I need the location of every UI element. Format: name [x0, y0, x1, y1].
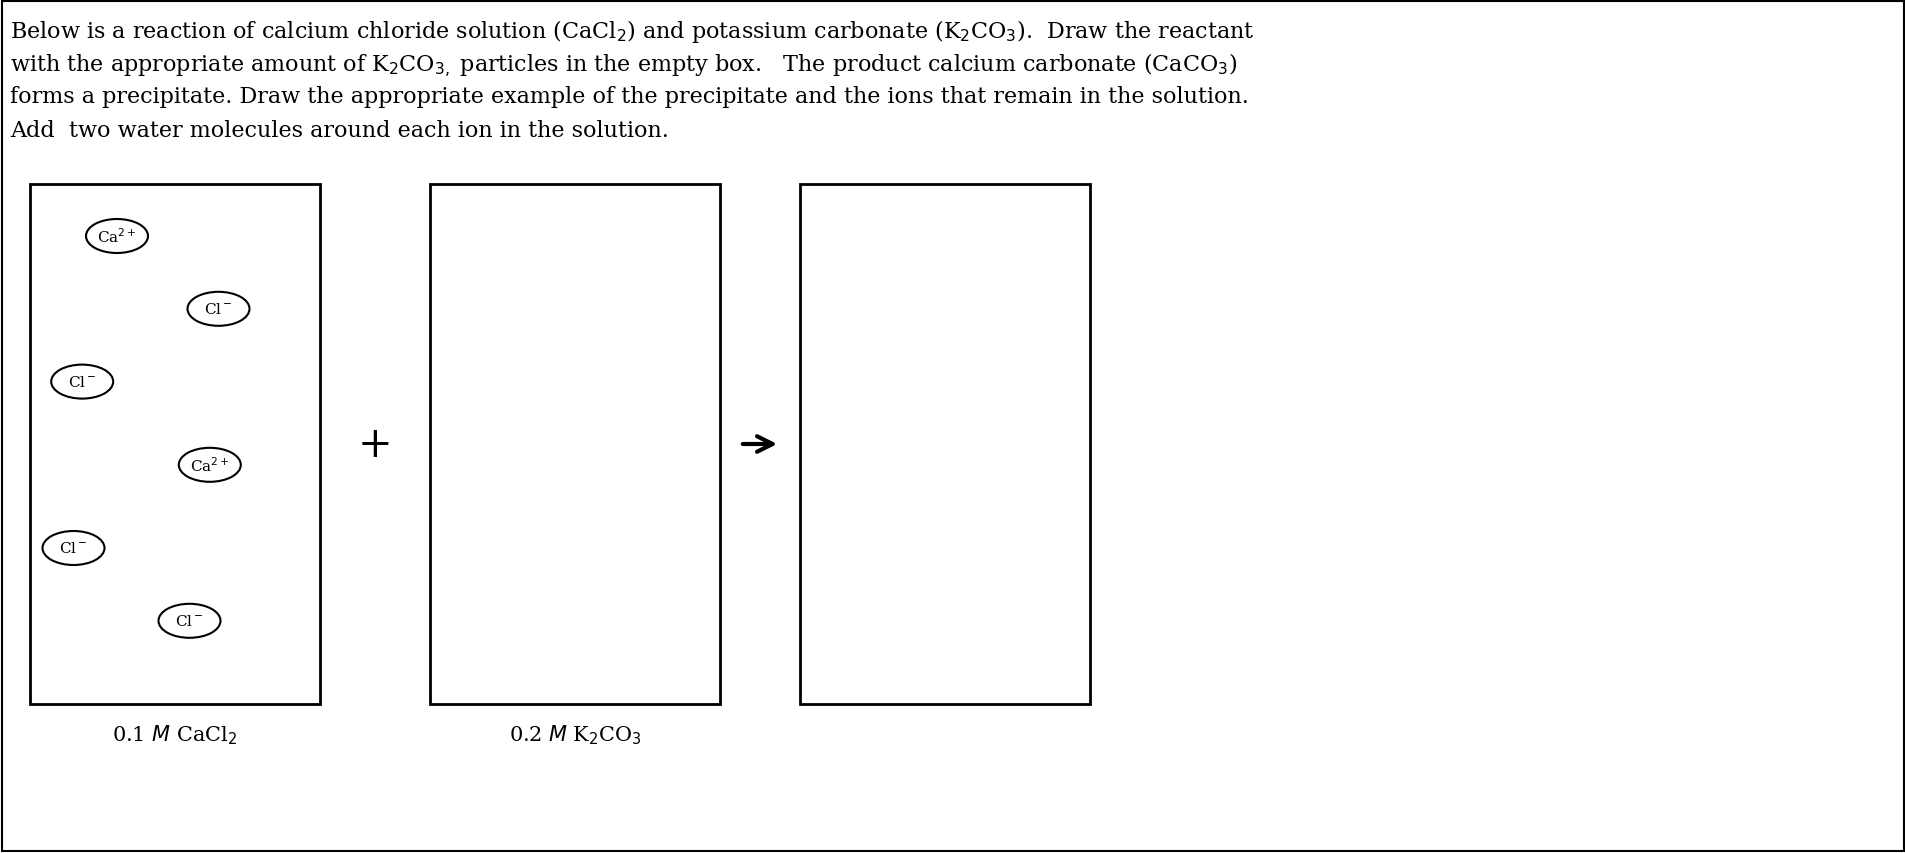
Text: Cl$^-$: Cl$^-$	[59, 541, 88, 556]
Bar	[800, 185, 1090, 705]
Bar	[431, 185, 720, 705]
Ellipse shape	[51, 365, 112, 399]
Ellipse shape	[179, 449, 240, 482]
Text: Ca$^{2+}$: Ca$^{2+}$	[190, 456, 229, 474]
Text: with the appropriate amount of K$_2$CO$_{3,}$ particles in the empty box.   The : with the appropriate amount of K$_2$CO$_…	[10, 52, 1236, 80]
Text: Below is a reaction of calcium chloride solution (CaCl$_2$) and potassium carbon: Below is a reaction of calcium chloride …	[10, 18, 1253, 45]
Text: Ca$^{2+}$: Ca$^{2+}$	[97, 228, 137, 246]
Text: Cl$^-$: Cl$^-$	[69, 374, 97, 390]
Text: 0.2 $M$ K$_2$CO$_3$: 0.2 $M$ K$_2$CO$_3$	[509, 722, 642, 746]
Text: 0.1 $M$ CaCl$_2$: 0.1 $M$ CaCl$_2$	[112, 722, 238, 746]
Ellipse shape	[187, 293, 250, 327]
Text: Cl$^-$: Cl$^-$	[175, 613, 204, 629]
Bar	[30, 185, 320, 705]
Text: Cl$^-$: Cl$^-$	[204, 302, 232, 317]
Text: +: +	[358, 423, 392, 466]
Ellipse shape	[158, 604, 221, 638]
Text: Add  two water molecules around each ion in the solution.: Add two water molecules around each ion …	[10, 120, 669, 142]
Ellipse shape	[42, 531, 105, 566]
Ellipse shape	[86, 220, 149, 253]
Text: forms a precipitate. Draw the appropriate example of the precipitate and the ion: forms a precipitate. Draw the appropriat…	[10, 86, 1248, 107]
